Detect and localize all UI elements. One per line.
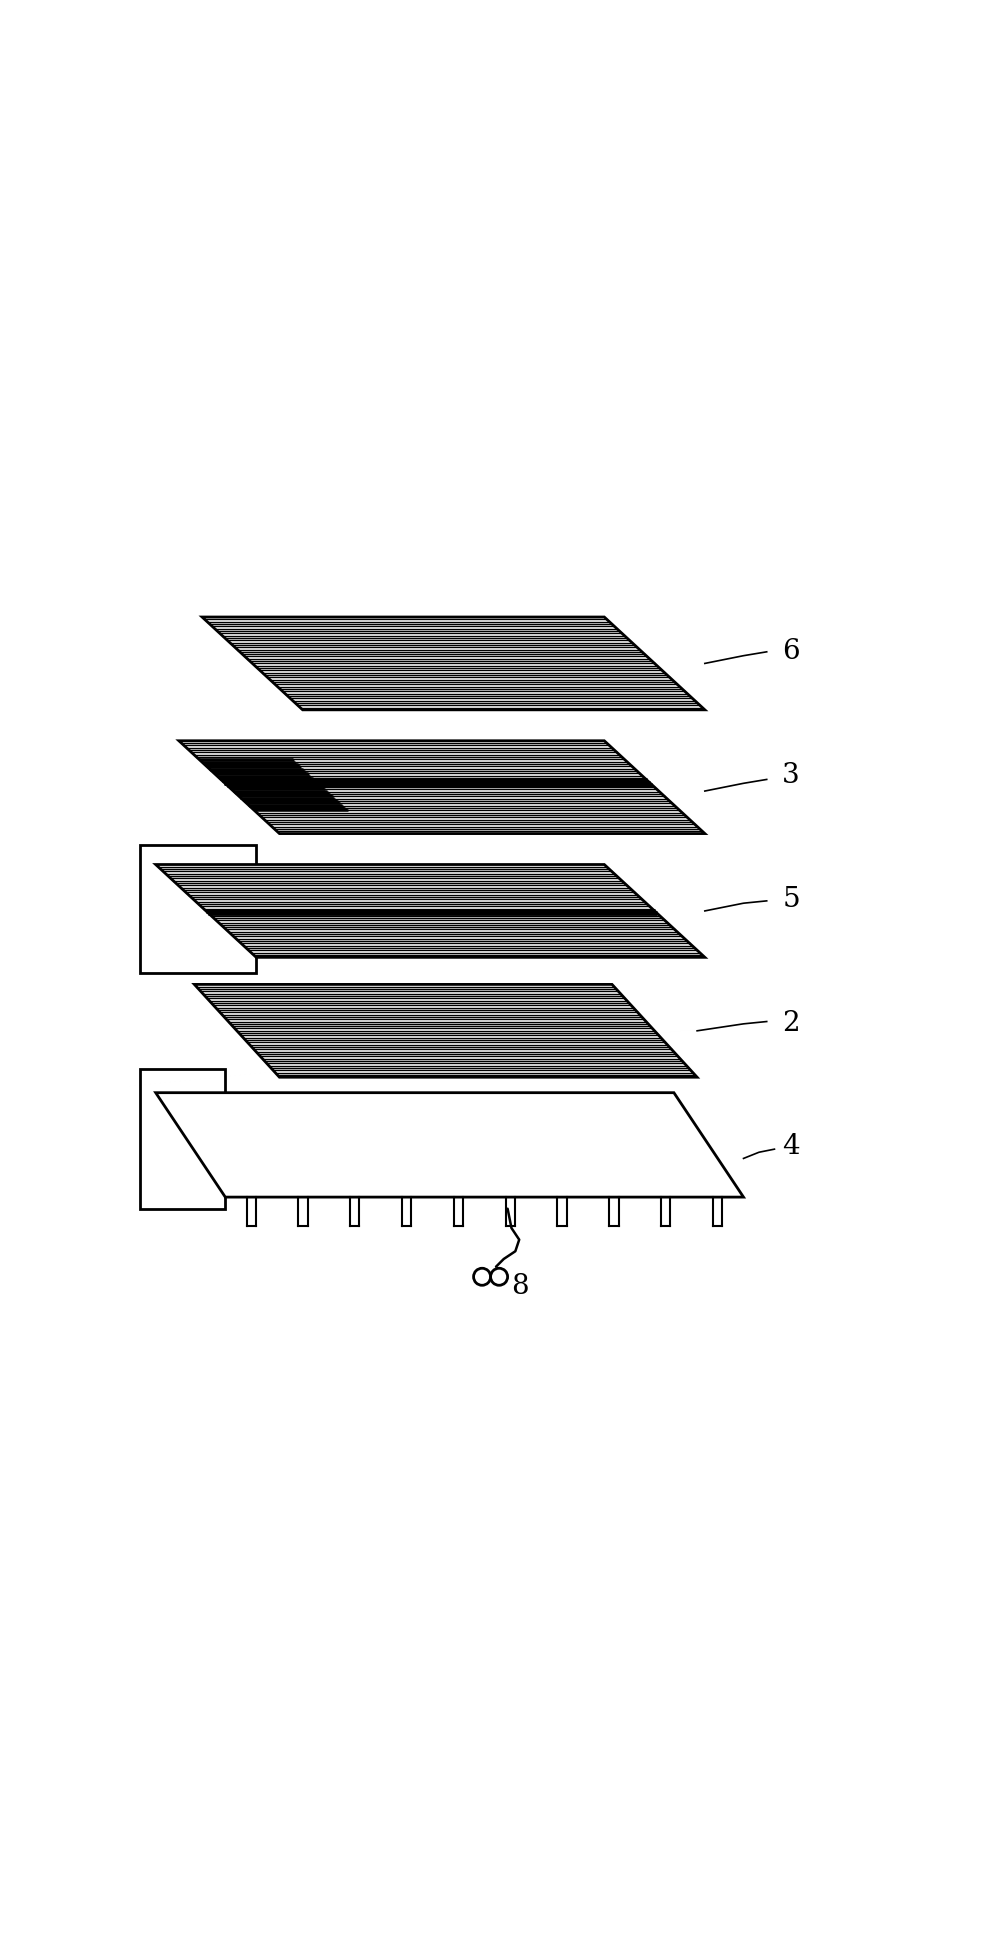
Text: 8: 8	[511, 1273, 529, 1300]
Polygon shape	[156, 1093, 744, 1197]
Text: 6: 6	[782, 638, 799, 665]
Polygon shape	[156, 864, 705, 957]
Text: 2: 2	[782, 1010, 799, 1037]
Polygon shape	[202, 617, 705, 710]
Text: 5: 5	[782, 886, 799, 913]
Polygon shape	[140, 845, 256, 973]
Polygon shape	[140, 1070, 226, 1209]
Text: 4: 4	[782, 1133, 799, 1160]
Text: 3: 3	[782, 762, 799, 789]
Polygon shape	[179, 741, 705, 834]
Polygon shape	[195, 984, 697, 1077]
